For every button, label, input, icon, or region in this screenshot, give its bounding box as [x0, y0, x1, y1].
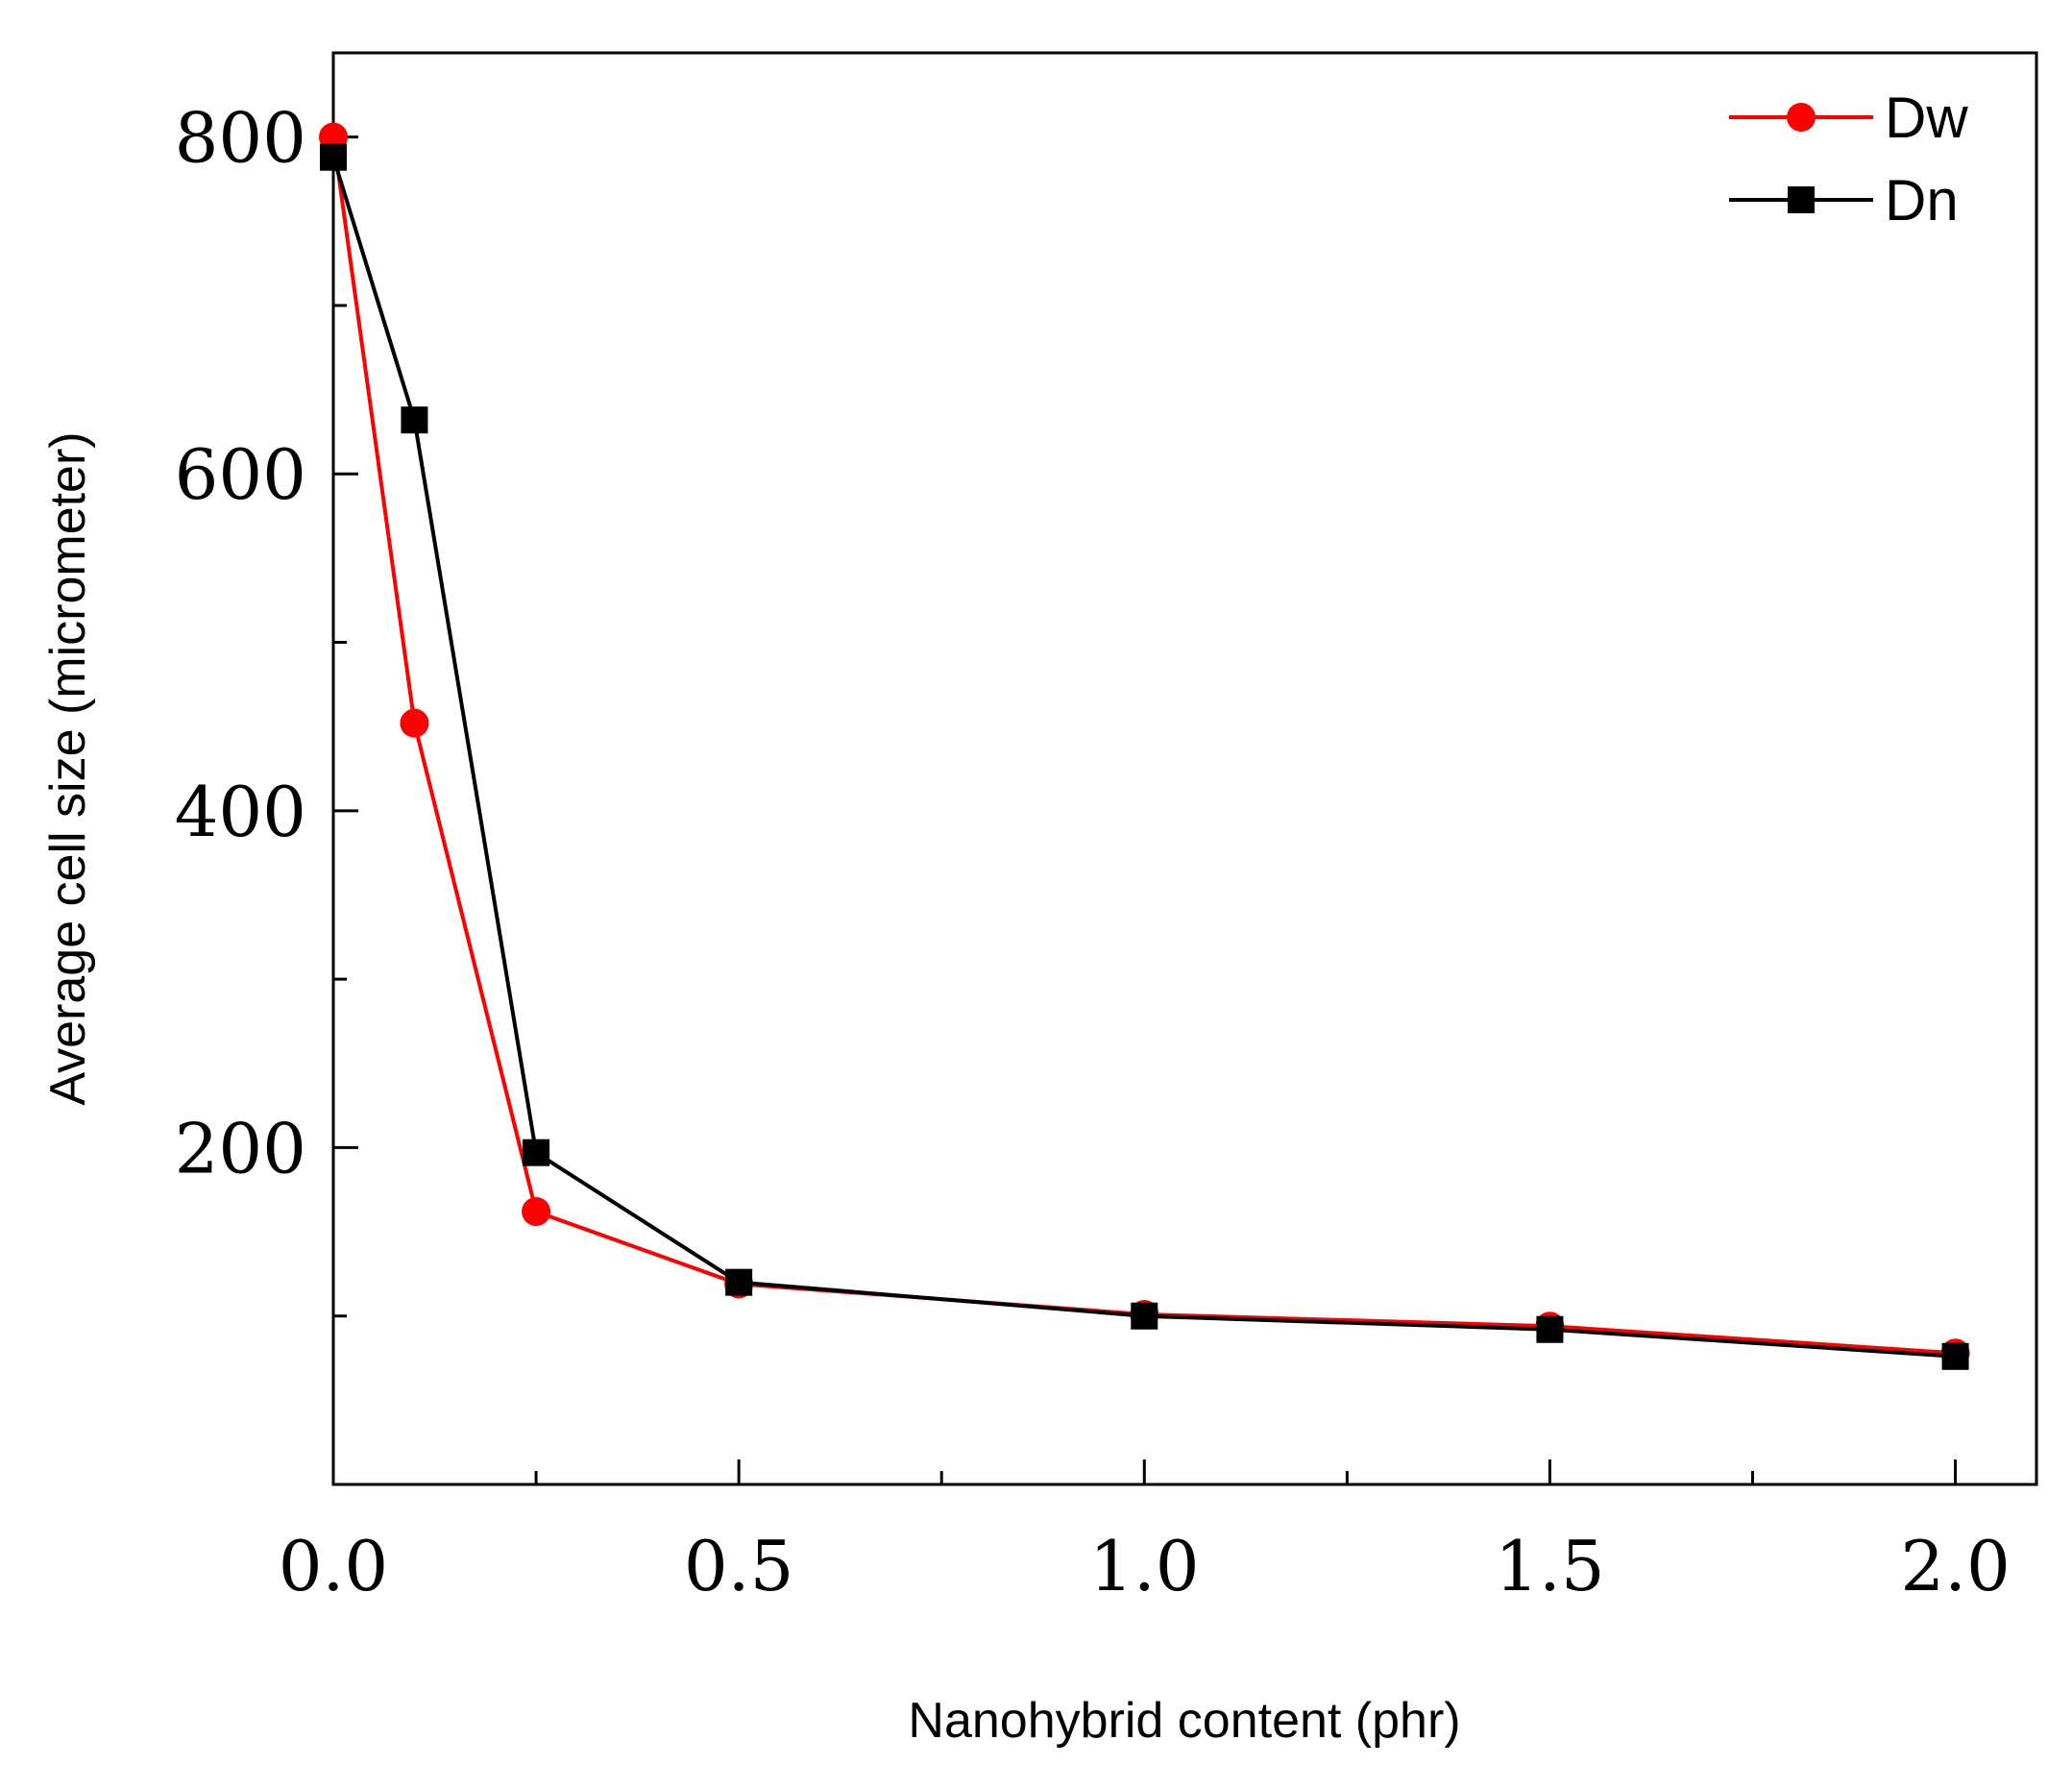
data-point-dn [1131, 1302, 1158, 1330]
data-point-dn [1536, 1315, 1564, 1343]
y-tick-label: 400 [175, 772, 306, 852]
legend-swatch-marker [1787, 103, 1816, 132]
data-point-dn [523, 1139, 550, 1166]
legend: Dw Dn [1729, 86, 1968, 233]
y-tick-label: 200 [175, 1108, 306, 1189]
series-dw [319, 122, 1970, 1368]
legend-label: Dw [1885, 86, 1968, 150]
x-tick-label: 0.5 [684, 1526, 794, 1606]
x-tick-label: 0.0 [279, 1526, 389, 1606]
legend-label: Dn [1885, 168, 1959, 233]
data-point-dn [401, 406, 428, 434]
y-tick-label: 800 [175, 98, 306, 179]
plot-frame [331, 51, 2038, 1486]
data-point-dw [522, 1197, 551, 1227]
series-dn [320, 143, 1969, 1370]
x-tick-label: 1.5 [1495, 1526, 1605, 1606]
x-axis-ticks [331, 1459, 1958, 1484]
y-axis-tick-labels: 200 400 600 800 [175, 98, 306, 1189]
legend-swatch-marker [1788, 186, 1815, 213]
x-tick-label: 1.0 [1089, 1526, 1200, 1606]
y-axis-title: Average cell size (micrometer) [40, 431, 96, 1105]
y-axis-ticks [333, 135, 358, 1318]
series-line-dw [331, 136, 1956, 1356]
x-tick-label: 2.0 [1900, 1526, 2011, 1606]
series-layer [319, 122, 1970, 1370]
legend-item-dn: Dn [1729, 168, 1959, 233]
x-axis-title: Nanohybrid content (phr) [908, 1693, 1460, 1749]
data-point-dn [725, 1268, 753, 1296]
data-point-dn [320, 143, 347, 171]
series-line-dn [331, 157, 1956, 1359]
legend-item-dw: Dw [1729, 86, 1968, 150]
y-tick-label: 600 [175, 434, 306, 515]
data-point-dw [400, 708, 429, 738]
data-point-dn [1941, 1342, 1969, 1370]
x-axis-tick-labels: 0.0 0.5 1.0 1.5 2.0 [279, 1526, 2011, 1606]
